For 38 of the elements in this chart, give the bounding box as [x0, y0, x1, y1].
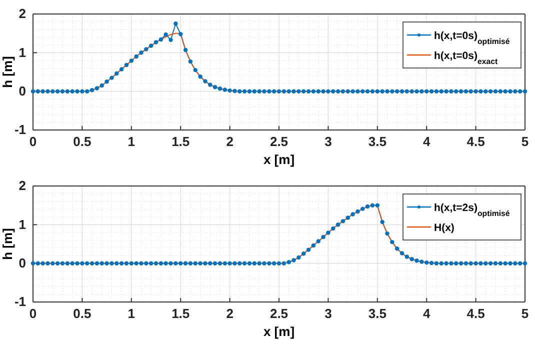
- x-tick-label: 4: [422, 306, 431, 322]
- x-tick-label: 4: [422, 134, 431, 150]
- x-tick-label: 2: [226, 306, 234, 322]
- x-tick-label: 2.5: [270, 134, 288, 150]
- x-axis-title: x [m]: [263, 324, 295, 339]
- x-tick-label: 5: [521, 134, 529, 150]
- y-tick-label: 2: [18, 178, 26, 194]
- x-tick-label: 1.5: [172, 306, 190, 322]
- x-tick-label: 3.5: [368, 134, 386, 150]
- legend-label: h(x,t=0s)$_{exact}$: [434, 50, 498, 66]
- x-tick-label: 0: [29, 306, 37, 322]
- y-tick-label: 2: [18, 6, 26, 22]
- x-tick-label: 2: [226, 134, 234, 150]
- x-tick-label: 4.5: [466, 306, 485, 322]
- y-tick-label: -1: [14, 294, 26, 310]
- x-tick-label: 1.5: [172, 134, 190, 150]
- x-tick-label: 0: [29, 134, 37, 150]
- y-tick-label: 1: [18, 44, 26, 60]
- y-tick-label: -1: [14, 122, 26, 138]
- y-axis-title: h [m]: [0, 228, 15, 260]
- y-axis-title: h [m]: [0, 56, 15, 88]
- x-tick-label: 5: [521, 306, 529, 322]
- x-tick-label: 1: [128, 306, 136, 322]
- legend-label: h(x,t=0s)$_{optimisé}$: [434, 30, 510, 46]
- x-tick-label: 3: [324, 134, 332, 150]
- x-tick-label: 0.5: [73, 134, 92, 150]
- y-tick-label: 0: [18, 255, 26, 270]
- y-tick-label: 0: [18, 83, 26, 98]
- x-tick-label: 0.5: [73, 306, 92, 322]
- legend-label: H(x): [434, 222, 454, 234]
- x-tick-label: 3: [324, 306, 332, 322]
- y-tick-label: 1: [18, 216, 26, 232]
- x-tick-label: 2.5: [270, 306, 288, 322]
- legend-label: h(x,t=2s)$_{optimisé}$: [434, 202, 510, 218]
- x-tick-label: 3.5: [368, 306, 386, 322]
- x-tick-label: 1: [128, 134, 136, 150]
- x-axis-title: x [m]: [263, 152, 295, 167]
- x-tick-label: 4.5: [466, 134, 485, 150]
